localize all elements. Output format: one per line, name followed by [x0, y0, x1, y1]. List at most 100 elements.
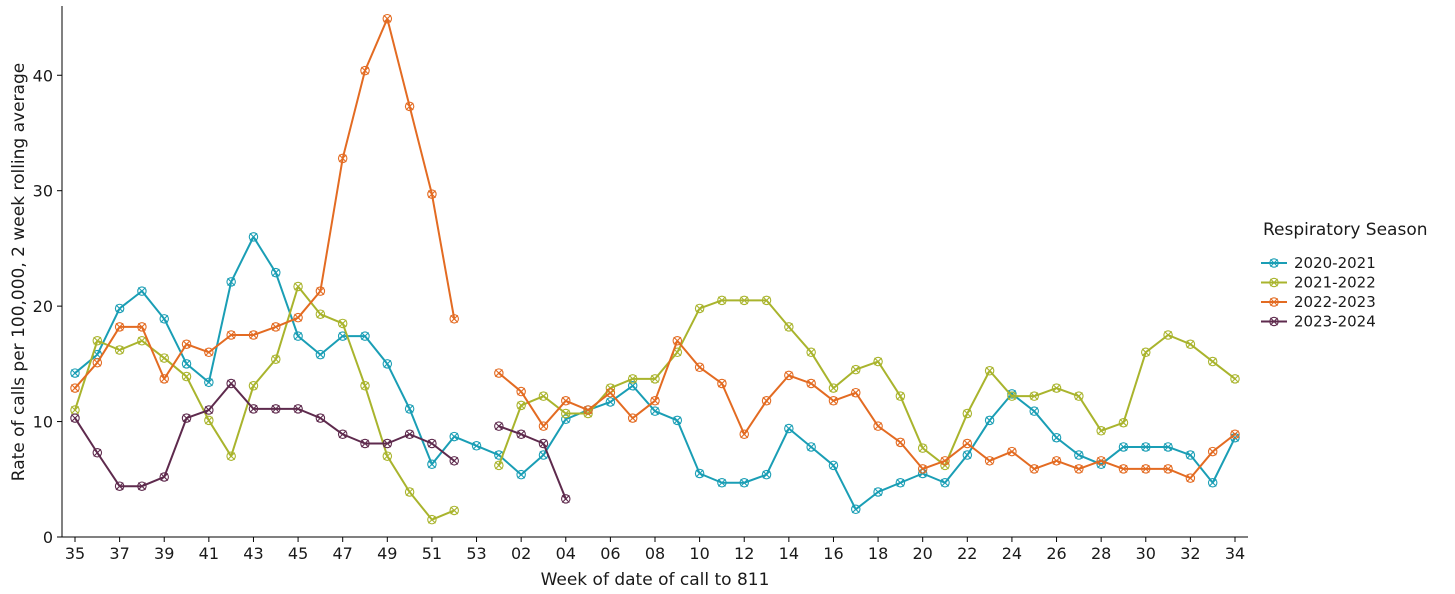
data-point [360, 331, 370, 341]
data-point [1118, 464, 1129, 474]
data-point [828, 383, 839, 393]
data-point [1185, 450, 1196, 460]
data-point [337, 153, 348, 164]
data-point [92, 447, 103, 458]
legend-item-2020-2021: 2020-2021 [1261, 254, 1376, 272]
data-point [404, 404, 415, 414]
data-point [1074, 464, 1084, 474]
x-tick-label: 18 [868, 544, 888, 563]
data-point [1051, 383, 1062, 393]
data-point [382, 438, 393, 449]
legend-item-2023-2024: 2023-2024 [1261, 313, 1376, 331]
data-point [984, 366, 995, 376]
data-point [1163, 330, 1173, 340]
data-point [159, 314, 169, 324]
data-point [114, 303, 125, 314]
data-point [1141, 464, 1151, 474]
data-point [70, 413, 80, 423]
data-point [1141, 442, 1151, 452]
legend-label: 2022-2023 [1294, 293, 1376, 311]
data-point [337, 318, 348, 329]
data-point [181, 371, 192, 382]
x-tick-label: 14 [779, 544, 799, 563]
data-point [315, 413, 326, 423]
series-2021-2022 [70, 281, 1240, 525]
x-tick-label: 49 [377, 544, 397, 563]
data-point [137, 336, 147, 346]
y-ticks: 0 10 20 30 40 [33, 66, 62, 547]
data-point [449, 505, 459, 516]
legend-label: 2023-2024 [1294, 313, 1376, 331]
series-2023-2024 [70, 378, 571, 504]
x-tick-label: 20 [913, 544, 933, 563]
data-point [650, 374, 660, 384]
data-point [248, 404, 259, 414]
data-point [694, 468, 705, 479]
data-point [114, 322, 125, 332]
data-point [360, 381, 370, 391]
x-tick-label: 06 [600, 544, 620, 563]
x-ticks: 35 37 39 41 43 45 47 49 51 53 02 04 06 08 10 12 14 16 18 20… [65, 537, 1245, 563]
data-point [159, 472, 169, 482]
x-tick-label: 53 [466, 544, 486, 563]
data-point [538, 421, 549, 431]
data-point [538, 450, 549, 460]
x-tick-label: 08 [645, 544, 665, 563]
data-point [1207, 356, 1218, 367]
data-point [293, 312, 303, 323]
data-point [382, 359, 393, 369]
y-axis-title: Rate of calls per 100,000, 2 week rollin… [9, 63, 29, 481]
data-point [1185, 473, 1196, 483]
y-tick-label: 20 [33, 297, 53, 316]
x-tick-label: 04 [556, 544, 576, 563]
data-point [226, 451, 236, 461]
x-tick-label: 22 [957, 544, 977, 563]
data-point [271, 404, 281, 414]
data-point [895, 437, 906, 448]
data-point [1029, 391, 1039, 401]
data-point [92, 357, 103, 368]
data-point [761, 469, 772, 480]
data-point [1007, 391, 1017, 401]
data-point [1029, 464, 1039, 474]
data-point [561, 396, 571, 406]
data-point [293, 331, 303, 341]
x-tick-label: 12 [734, 544, 754, 563]
data-point [627, 413, 638, 423]
y-tick-label: 30 [33, 182, 53, 201]
data-point [739, 295, 749, 306]
x-axis-title: Week of date of call to 811 [541, 570, 770, 590]
x-tick-label: 41 [199, 544, 219, 563]
data-point [650, 396, 660, 406]
data-point [739, 429, 749, 440]
data-point [873, 356, 883, 367]
data-point [360, 65, 370, 76]
legend-marker [1269, 297, 1279, 307]
data-point [694, 303, 705, 314]
data-point [226, 330, 236, 340]
data-point [226, 378, 236, 389]
data-point [248, 330, 259, 340]
data-point [1096, 426, 1106, 436]
data-point [449, 314, 459, 324]
data-point [739, 477, 749, 488]
data-point [1185, 339, 1196, 349]
legend-marker [1269, 258, 1279, 268]
data-point [293, 404, 303, 414]
data-point [70, 383, 80, 393]
data-point [672, 415, 683, 426]
data-point [851, 504, 861, 515]
legend-title: Respiratory Season [1263, 220, 1428, 240]
y-tick-label: 10 [33, 413, 53, 432]
data-point [315, 349, 326, 360]
data-point [159, 353, 169, 363]
data-point [717, 378, 727, 389]
data-point [226, 277, 236, 287]
data-point [761, 295, 772, 306]
data-point [895, 477, 906, 488]
data-point [204, 377, 214, 388]
data-point [717, 295, 727, 306]
data-point [360, 438, 370, 449]
data-point [315, 309, 326, 319]
